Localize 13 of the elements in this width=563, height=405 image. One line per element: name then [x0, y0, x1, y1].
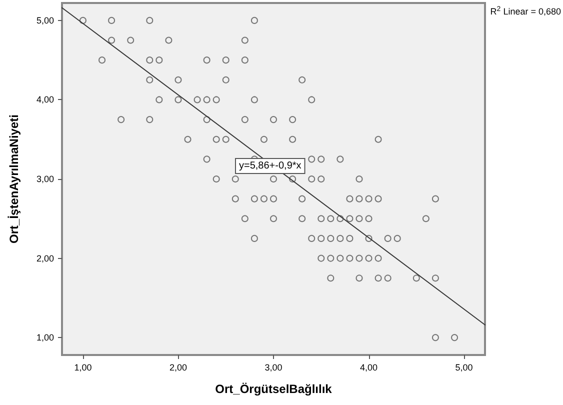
y-tick-label: 1,00 — [36, 332, 54, 343]
x-tick-label: 4,00 — [360, 362, 378, 372]
y-tick-label: 4,00 — [36, 94, 54, 105]
x-tick-label: 2,00 — [169, 362, 187, 372]
x-tick-label: 3,00 — [264, 362, 282, 372]
annotation: y=5,86+-0,9*x — [239, 160, 302, 172]
x-axis-title: Ort_ÖrgütselBağlılık — [215, 382, 332, 396]
y-tick-label: 3,00 — [36, 174, 54, 184]
x-tick-label: 5,00 — [455, 362, 473, 372]
y-tick-label: 5,00 — [36, 15, 54, 26]
x-tick-label: 1,00 — [74, 362, 92, 372]
y-axis-title: Ort_İştenAyrılmaNiyeti — [7, 114, 21, 244]
y-tick-label: 2,00 — [36, 253, 54, 264]
